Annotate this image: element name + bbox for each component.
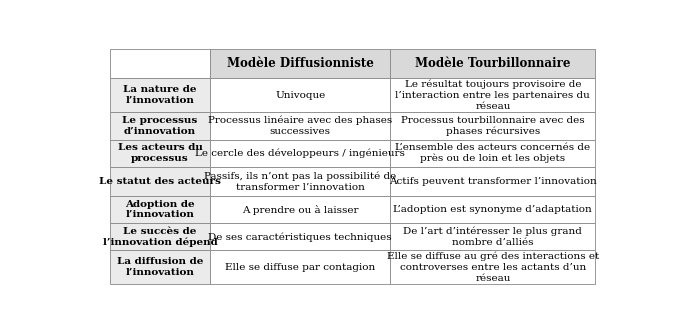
Bar xyxy=(210,139,390,167)
Text: L’adoption est synonyme d’adaptation: L’adoption est synonyme d’adaptation xyxy=(394,205,592,214)
Text: L’ensemble des acteurs concernés de
près ou de loin et les objets: L’ensemble des acteurs concernés de près… xyxy=(395,143,590,163)
Text: Passifs, ils n’ont pas la possibilité de
transformer l’innovation: Passifs, ils n’ont pas la possibilité de… xyxy=(204,171,396,191)
Text: Modèle Tourbillonnaire: Modèle Tourbillonnaire xyxy=(415,57,571,70)
Text: Adoption de
l’innovation: Adoption de l’innovation xyxy=(125,200,195,219)
Bar xyxy=(390,78,595,112)
Text: Actifs peuvent transformer l’innovation: Actifs peuvent transformer l’innovation xyxy=(389,177,597,186)
Text: A prendre ou à laisser: A prendre ou à laisser xyxy=(242,205,359,214)
Bar xyxy=(110,78,210,112)
Bar xyxy=(390,196,595,223)
Text: Le succès de
l’innovation dépend: Le succès de l’innovation dépend xyxy=(103,227,217,247)
Bar xyxy=(210,196,390,223)
Bar xyxy=(110,250,210,284)
Bar xyxy=(110,139,210,167)
Bar xyxy=(390,112,595,139)
Bar xyxy=(210,250,390,284)
Text: La diffusion de
l’innovation: La diffusion de l’innovation xyxy=(117,257,203,277)
Text: Le processus
d’innovation: Le processus d’innovation xyxy=(122,116,198,136)
Bar xyxy=(390,49,595,78)
Text: De ses caractéristiques techniques: De ses caractéristiques techniques xyxy=(209,232,392,241)
Bar xyxy=(110,223,210,250)
Bar xyxy=(110,196,210,223)
Text: Univoque: Univoque xyxy=(275,91,325,99)
Bar xyxy=(110,112,210,139)
Text: Le résultat toujours provisoire de
l’interaction entre les partenaires du
réseau: Le résultat toujours provisoire de l’int… xyxy=(396,80,590,111)
Bar xyxy=(110,167,210,196)
Text: Elle se diffuse par contagion: Elle se diffuse par contagion xyxy=(225,263,376,272)
Text: Le cercle des développeurs / ingénieurs: Le cercle des développeurs / ingénieurs xyxy=(195,149,405,158)
Bar xyxy=(390,223,595,250)
Text: Le statut des acteurs: Le statut des acteurs xyxy=(99,177,221,186)
Bar xyxy=(390,250,595,284)
Bar xyxy=(210,78,390,112)
Bar xyxy=(210,49,390,78)
Text: Processus linéaire avec des phases
successives: Processus linéaire avec des phases succe… xyxy=(208,116,392,136)
Bar xyxy=(210,167,390,196)
Text: De l’art d’intéresser le plus grand
nombre d’alliés: De l’art d’intéresser le plus grand nomb… xyxy=(403,227,582,247)
Text: Modèle Diffusionniste: Modèle Diffusionniste xyxy=(227,57,374,70)
Text: Elle se diffuse au gré des interactions et
controverses entre les actants d’un
r: Elle se diffuse au gré des interactions … xyxy=(387,252,599,283)
Bar xyxy=(210,223,390,250)
Text: Processus tourbillonnaire avec des
phases récursives: Processus tourbillonnaire avec des phase… xyxy=(401,116,585,136)
Text: La nature de
l’innovation: La nature de l’innovation xyxy=(123,85,197,105)
Bar xyxy=(390,167,595,196)
Text: Les acteurs du
processus: Les acteurs du processus xyxy=(118,143,203,163)
Bar xyxy=(210,112,390,139)
Bar xyxy=(110,49,210,78)
Bar xyxy=(390,139,595,167)
